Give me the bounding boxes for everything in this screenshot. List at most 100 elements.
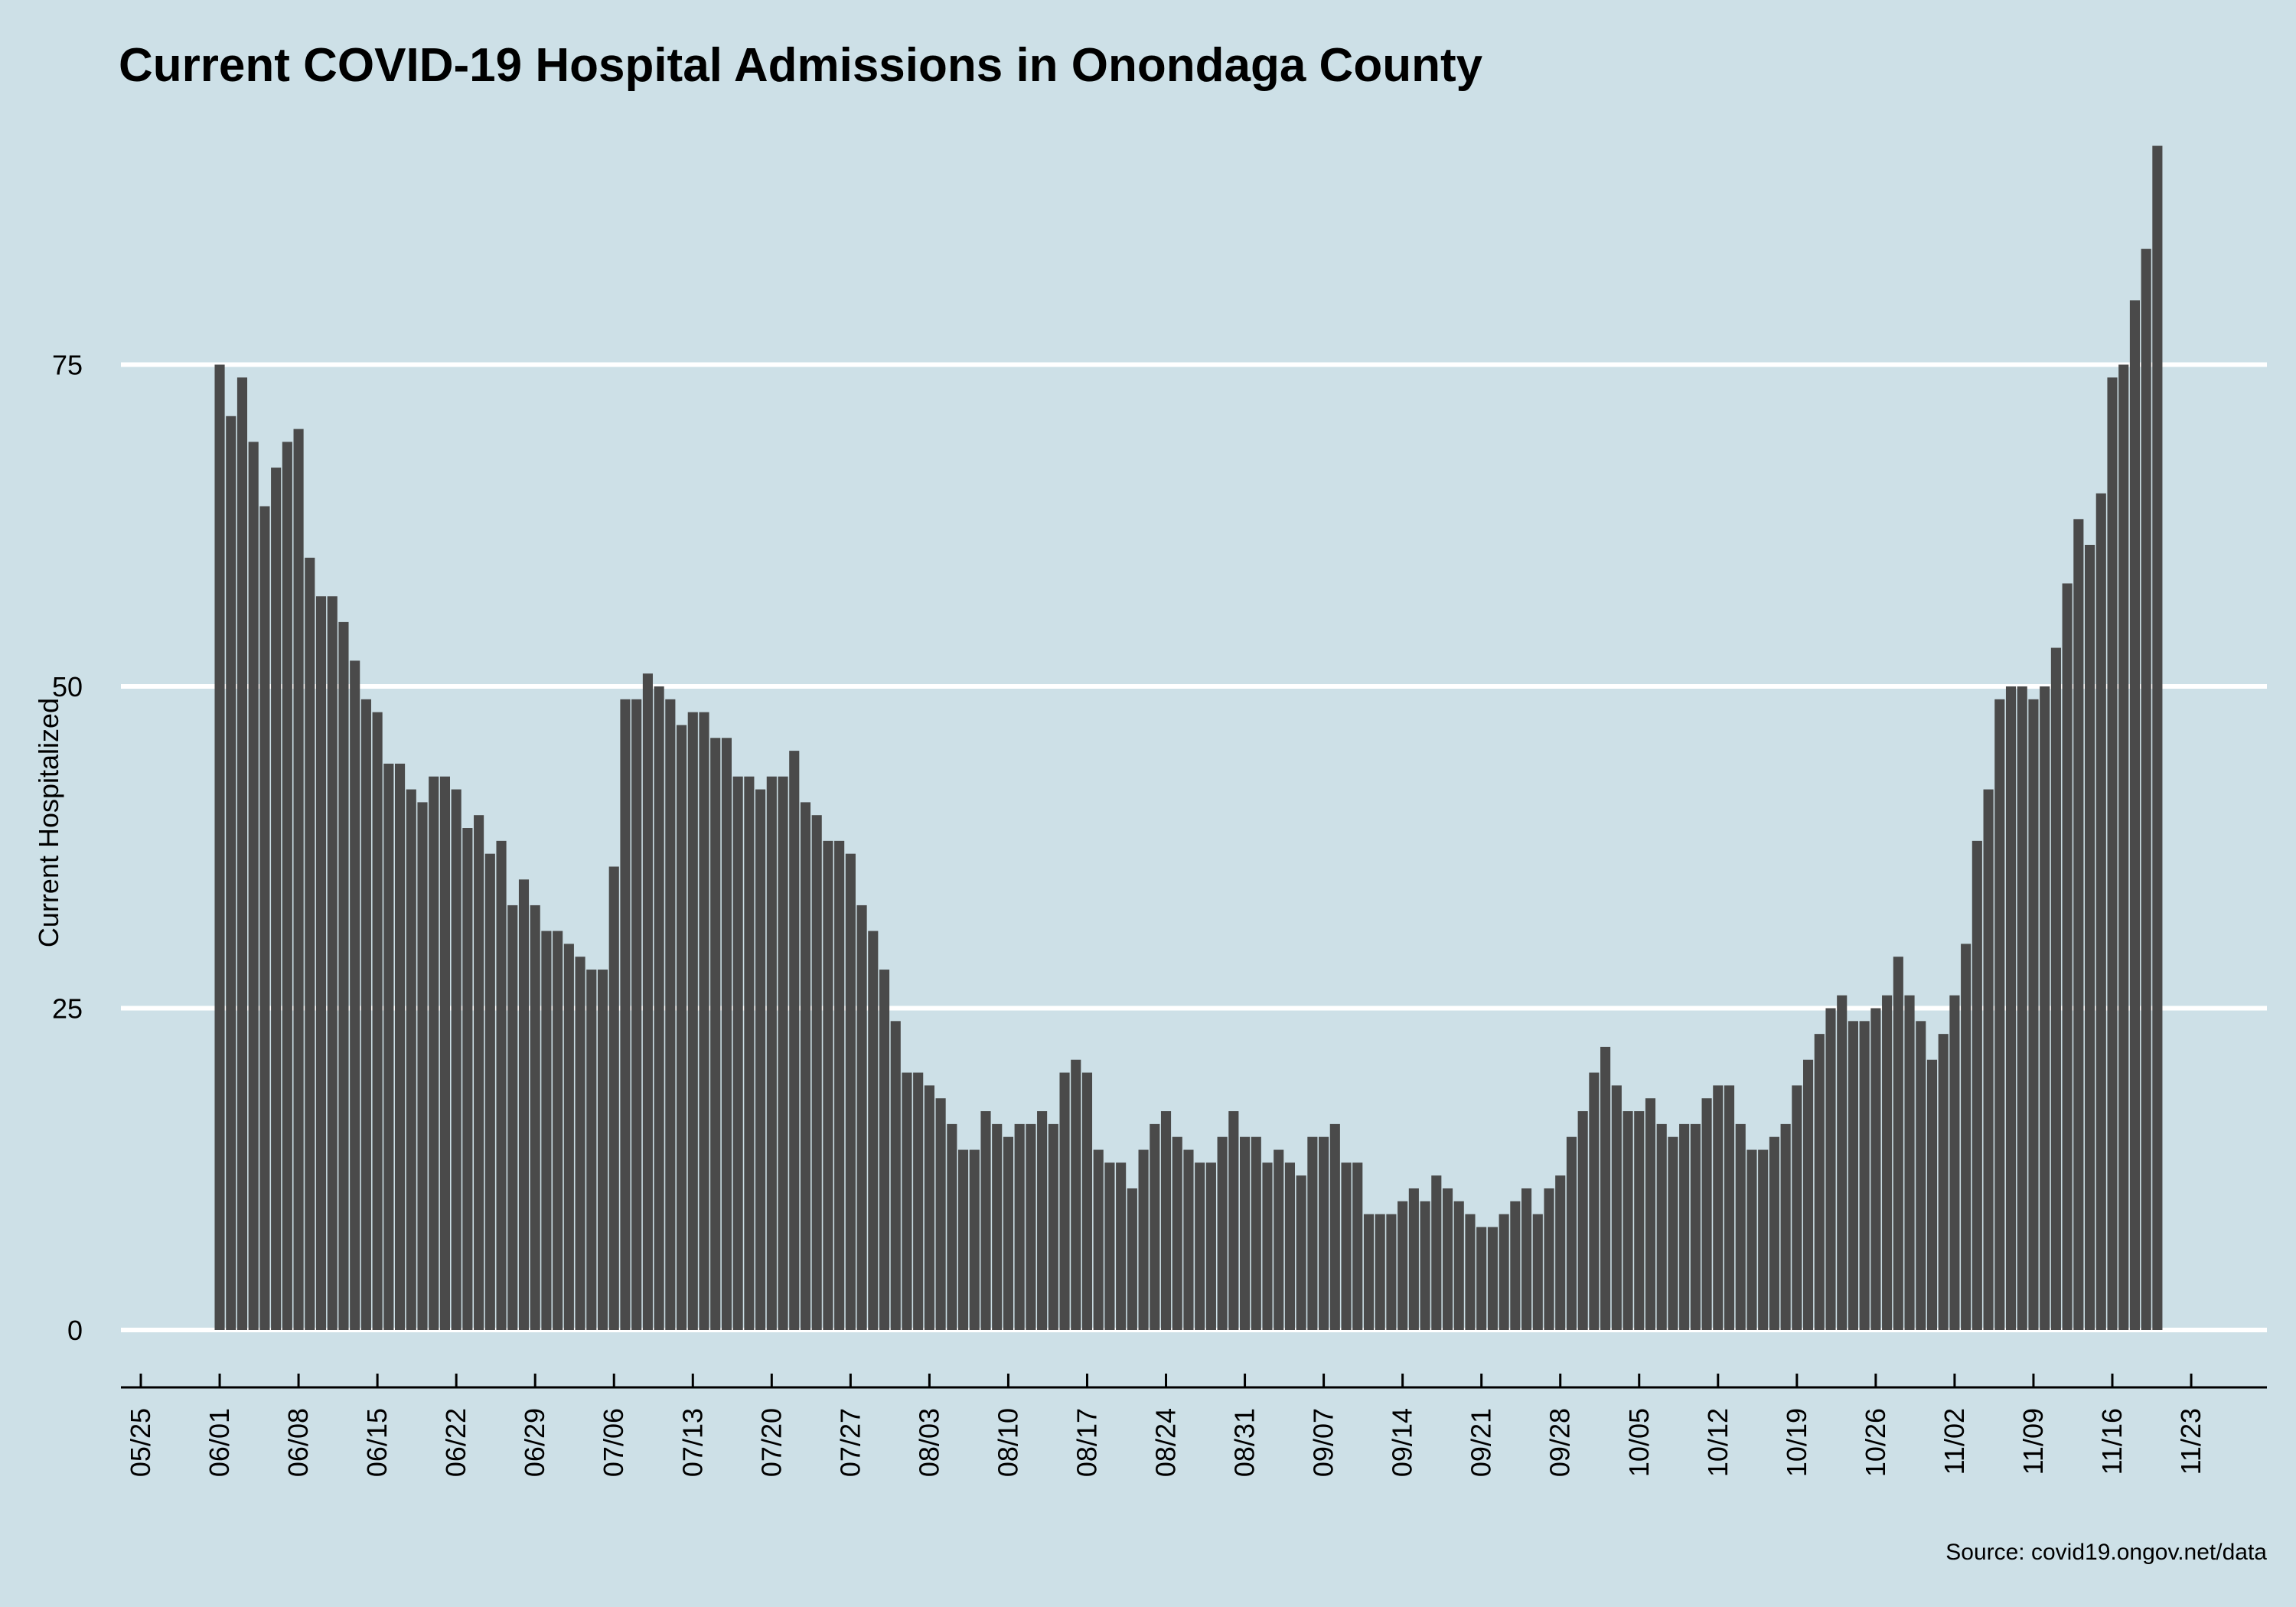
x-tick-label: 10/19 [1781, 1408, 1812, 1477]
bar [1251, 1136, 1261, 1330]
bar [1758, 1149, 1769, 1330]
x-tick-label: 08/10 [992, 1408, 1023, 1477]
bar [1420, 1201, 1430, 1330]
bar [372, 712, 383, 1330]
bar [879, 970, 890, 1330]
bar [1589, 1072, 1600, 1330]
bar [293, 429, 304, 1330]
bar [417, 802, 428, 1330]
bar [958, 1149, 969, 1330]
bar [1735, 1123, 1746, 1330]
x-tick-label: 11/23 [2175, 1408, 2206, 1475]
bar [1961, 944, 1971, 1330]
bar [484, 853, 495, 1330]
bar [214, 364, 225, 1330]
bar [1116, 1162, 1127, 1330]
x-tick-label: 08/31 [1229, 1408, 1261, 1477]
bar [778, 776, 788, 1330]
bar [1195, 1162, 1205, 1330]
x-tick-label: 09/07 [1308, 1408, 1339, 1477]
bar [992, 1123, 1003, 1330]
bar [1408, 1188, 1419, 1330]
bar [766, 776, 777, 1330]
bar [1532, 1214, 1543, 1330]
bar [518, 879, 530, 1330]
bar [1848, 1021, 1858, 1330]
bar [1037, 1111, 1048, 1330]
bar [1837, 995, 1848, 1330]
bar [823, 840, 833, 1330]
y-tick-label: 50 [52, 671, 83, 702]
bar [654, 686, 664, 1330]
bar [2073, 519, 2084, 1330]
x-tick-label: 07/20 [755, 1408, 787, 1477]
x-tick-label: 09/14 [1387, 1408, 1418, 1477]
bar [1172, 1136, 1182, 1330]
bar [620, 699, 631, 1330]
bar [732, 776, 743, 1330]
bar [315, 596, 327, 1330]
bar [1713, 1085, 1724, 1330]
bar [1431, 1175, 1442, 1330]
bar [259, 506, 270, 1330]
bar [1668, 1136, 1678, 1330]
bar [1397, 1201, 1408, 1330]
bar [597, 970, 608, 1330]
bar [1859, 1021, 1870, 1330]
y-axis: 0 25 50 75 [52, 350, 83, 1347]
bar [1577, 1111, 1588, 1330]
bar [755, 789, 766, 1330]
bar [710, 738, 721, 1330]
bar [1228, 1111, 1239, 1330]
bar [248, 442, 259, 1331]
bar [811, 815, 822, 1330]
bar [1014, 1123, 1025, 1330]
bar [1442, 1188, 1453, 1330]
bar [1341, 1162, 1352, 1330]
bar [350, 660, 360, 1330]
bar [1679, 1123, 1690, 1330]
bar [2129, 300, 2140, 1330]
bar [1611, 1085, 1622, 1330]
x-tick-label: 06/29 [519, 1408, 550, 1477]
bar [2040, 686, 2050, 1330]
bar [383, 763, 394, 1330]
bar [2118, 364, 2129, 1330]
bar [226, 416, 236, 1330]
bar [474, 815, 484, 1330]
bar [856, 905, 867, 1330]
bar [800, 802, 811, 1330]
bar [1319, 1136, 1329, 1330]
x-tick-label: 09/28 [1544, 1408, 1576, 1477]
bar [677, 725, 687, 1330]
bar [1093, 1149, 1104, 1330]
bar [1205, 1162, 1216, 1330]
bar [1904, 995, 1915, 1330]
x-tick-label: 10/26 [1860, 1408, 1891, 1477]
x-tick-label: 08/17 [1071, 1408, 1102, 1477]
bar [1792, 1085, 1802, 1330]
bar [586, 970, 597, 1330]
x-tick-label: 08/24 [1150, 1408, 1182, 1477]
bar [1487, 1227, 1498, 1330]
bar [1555, 1175, 1566, 1330]
bar [1104, 1162, 1115, 1330]
bar [1645, 1098, 1656, 1330]
bar [1510, 1201, 1521, 1330]
y-tick-label: 25 [52, 993, 83, 1025]
bar [2107, 377, 2118, 1330]
bar [2095, 493, 2106, 1331]
bar [553, 931, 563, 1330]
bar [902, 1072, 912, 1330]
bar [1476, 1227, 1487, 1330]
x-tick-label: 06/01 [204, 1408, 235, 1477]
bar [1746, 1149, 1757, 1330]
bar [1949, 995, 1960, 1330]
bar [1048, 1123, 1058, 1330]
x-axis: 05/25 06/01 06/08 06/15 06/22 06/29 07/06 07/13… [125, 1374, 2206, 1477]
x-tick-label: 10/05 [1623, 1408, 1655, 1477]
x-tick-label: 09/21 [1466, 1408, 1497, 1477]
bar [1352, 1162, 1363, 1330]
bar [2028, 699, 2039, 1330]
x-tick-label: 11/09 [2017, 1408, 2049, 1475]
